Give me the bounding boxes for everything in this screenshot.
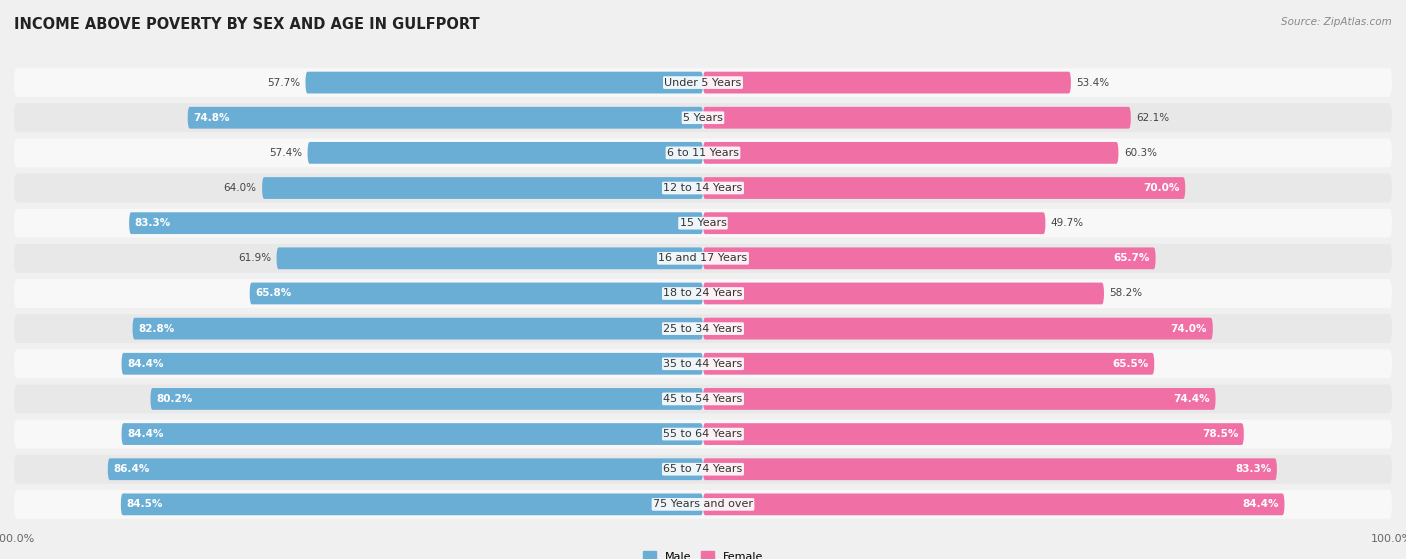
Text: 78.5%: 78.5% xyxy=(1202,429,1239,439)
Text: 70.0%: 70.0% xyxy=(1143,183,1180,193)
Text: 65.5%: 65.5% xyxy=(1112,359,1149,369)
FancyBboxPatch shape xyxy=(703,423,1244,445)
Text: INCOME ABOVE POVERTY BY SEX AND AGE IN GULFPORT: INCOME ABOVE POVERTY BY SEX AND AGE IN G… xyxy=(14,17,479,32)
FancyBboxPatch shape xyxy=(187,107,703,129)
Text: 18 to 24 Years: 18 to 24 Years xyxy=(664,288,742,299)
FancyBboxPatch shape xyxy=(703,388,1216,410)
Text: 25 to 34 Years: 25 to 34 Years xyxy=(664,324,742,334)
Text: 16 and 17 Years: 16 and 17 Years xyxy=(658,253,748,263)
Text: 12 to 14 Years: 12 to 14 Years xyxy=(664,183,742,193)
FancyBboxPatch shape xyxy=(121,353,703,375)
Text: 49.7%: 49.7% xyxy=(1050,218,1084,228)
Text: 65 to 74 Years: 65 to 74 Years xyxy=(664,464,742,474)
FancyBboxPatch shape xyxy=(121,423,703,445)
FancyBboxPatch shape xyxy=(308,142,703,164)
Text: Under 5 Years: Under 5 Years xyxy=(665,78,741,88)
Text: 6 to 11 Years: 6 to 11 Years xyxy=(666,148,740,158)
Text: 57.4%: 57.4% xyxy=(269,148,302,158)
Text: 55 to 64 Years: 55 to 64 Years xyxy=(664,429,742,439)
Text: 74.8%: 74.8% xyxy=(193,113,229,123)
FancyBboxPatch shape xyxy=(108,458,703,480)
FancyBboxPatch shape xyxy=(703,494,1285,515)
FancyBboxPatch shape xyxy=(703,318,1213,339)
FancyBboxPatch shape xyxy=(14,349,1392,378)
Text: 45 to 54 Years: 45 to 54 Years xyxy=(664,394,742,404)
FancyBboxPatch shape xyxy=(262,177,703,199)
FancyBboxPatch shape xyxy=(703,212,1046,234)
FancyBboxPatch shape xyxy=(132,318,703,339)
FancyBboxPatch shape xyxy=(703,458,1277,480)
FancyBboxPatch shape xyxy=(14,490,1392,519)
FancyBboxPatch shape xyxy=(150,388,703,410)
Text: 75 Years and over: 75 Years and over xyxy=(652,499,754,509)
FancyBboxPatch shape xyxy=(14,279,1392,308)
Legend: Male, Female: Male, Female xyxy=(638,547,768,559)
Text: 83.3%: 83.3% xyxy=(135,218,172,228)
FancyBboxPatch shape xyxy=(703,353,1154,375)
Text: 62.1%: 62.1% xyxy=(1136,113,1170,123)
FancyBboxPatch shape xyxy=(703,107,1130,129)
FancyBboxPatch shape xyxy=(14,420,1392,448)
FancyBboxPatch shape xyxy=(703,177,1185,199)
Text: 65.8%: 65.8% xyxy=(256,288,291,299)
FancyBboxPatch shape xyxy=(703,248,1156,269)
Text: 64.0%: 64.0% xyxy=(224,183,256,193)
Text: 80.2%: 80.2% xyxy=(156,394,193,404)
Text: 74.0%: 74.0% xyxy=(1171,324,1208,334)
Text: 58.2%: 58.2% xyxy=(1109,288,1143,299)
Text: Source: ZipAtlas.com: Source: ZipAtlas.com xyxy=(1281,17,1392,27)
Text: 82.8%: 82.8% xyxy=(138,324,174,334)
Text: 74.4%: 74.4% xyxy=(1174,394,1211,404)
Text: 86.4%: 86.4% xyxy=(114,464,149,474)
Text: 84.4%: 84.4% xyxy=(127,429,163,439)
Text: 61.9%: 61.9% xyxy=(238,253,271,263)
FancyBboxPatch shape xyxy=(14,314,1392,343)
FancyBboxPatch shape xyxy=(14,244,1392,273)
Text: 84.4%: 84.4% xyxy=(127,359,163,369)
Text: 60.3%: 60.3% xyxy=(1123,148,1157,158)
Text: 53.4%: 53.4% xyxy=(1077,78,1109,88)
FancyBboxPatch shape xyxy=(277,248,703,269)
FancyBboxPatch shape xyxy=(14,139,1392,167)
FancyBboxPatch shape xyxy=(250,283,703,304)
Text: 15 Years: 15 Years xyxy=(679,218,727,228)
Text: 83.3%: 83.3% xyxy=(1234,464,1271,474)
FancyBboxPatch shape xyxy=(703,283,1104,304)
FancyBboxPatch shape xyxy=(14,385,1392,413)
Text: 84.4%: 84.4% xyxy=(1243,499,1279,509)
Text: 84.5%: 84.5% xyxy=(127,499,163,509)
FancyBboxPatch shape xyxy=(305,72,703,93)
FancyBboxPatch shape xyxy=(703,72,1071,93)
FancyBboxPatch shape xyxy=(14,174,1392,202)
Text: 65.7%: 65.7% xyxy=(1114,253,1150,263)
Text: 57.7%: 57.7% xyxy=(267,78,299,88)
FancyBboxPatch shape xyxy=(129,212,703,234)
FancyBboxPatch shape xyxy=(703,142,1118,164)
FancyBboxPatch shape xyxy=(14,455,1392,484)
Text: 35 to 44 Years: 35 to 44 Years xyxy=(664,359,742,369)
FancyBboxPatch shape xyxy=(14,103,1392,132)
FancyBboxPatch shape xyxy=(121,494,703,515)
FancyBboxPatch shape xyxy=(14,209,1392,238)
FancyBboxPatch shape xyxy=(14,68,1392,97)
Text: 5 Years: 5 Years xyxy=(683,113,723,123)
